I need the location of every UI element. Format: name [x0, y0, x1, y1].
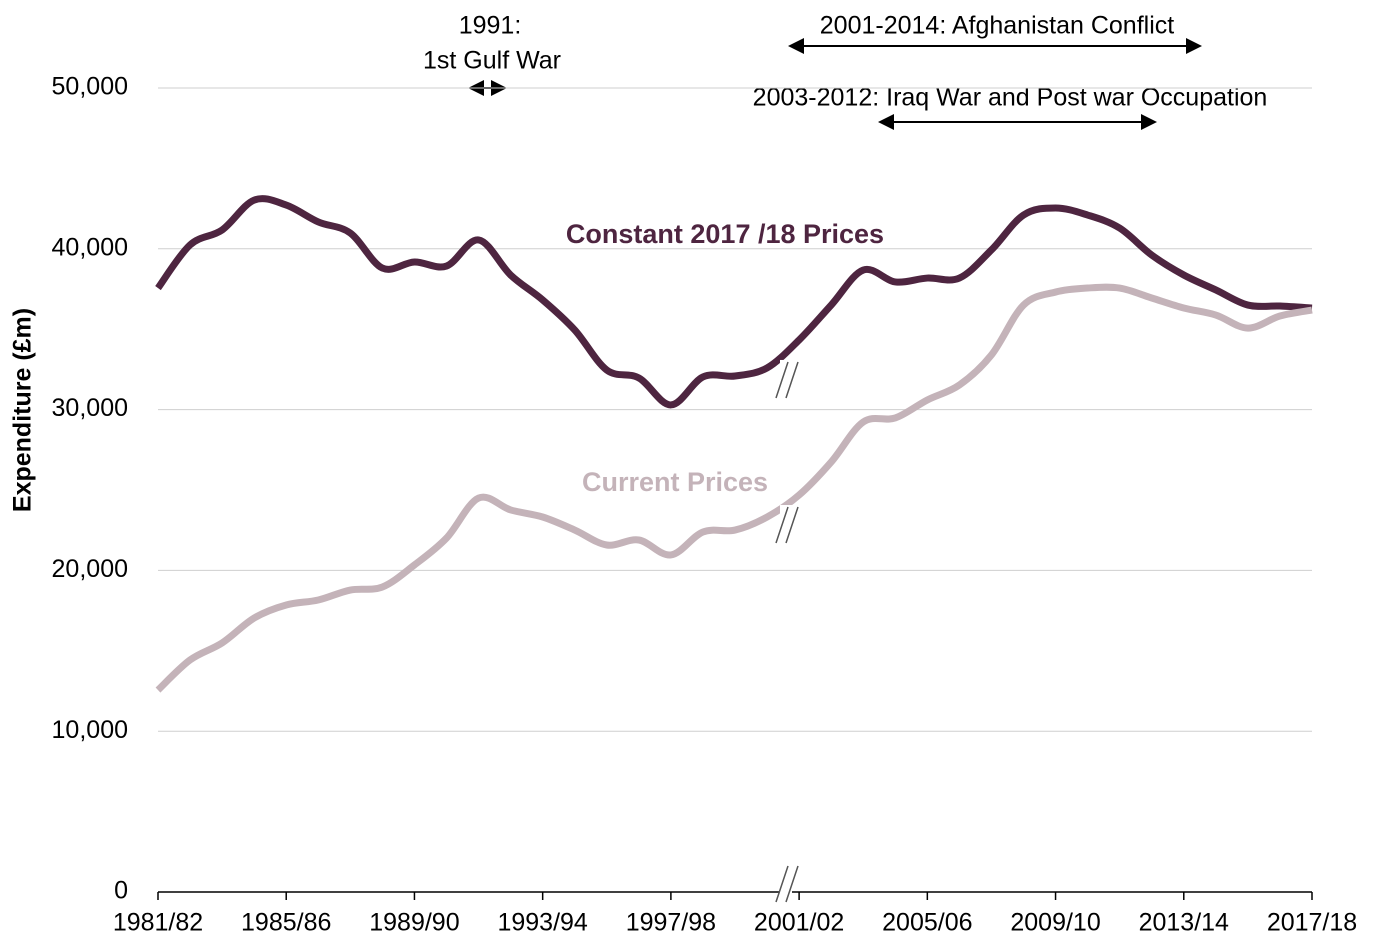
y-tick-label: 30,000 [52, 394, 128, 422]
axis-break [785, 865, 799, 903]
y-tick-label: 0 [114, 877, 128, 905]
axis-break [785, 506, 799, 544]
plot-area: 0 10,000 20,000 30,000 40,000 50,000 1981/82 19… [52, 73, 1358, 937]
series-line [155, 283, 1313, 693]
y-axis-label: Expenditure (£m) [9, 308, 37, 512]
series-line [155, 195, 1313, 409]
x-tick-label: 2017/18 [1267, 909, 1357, 937]
x-tick-label: 1981/82 [113, 909, 203, 937]
axis-break [785, 361, 799, 399]
axis-break [775, 506, 789, 544]
series-label: Current Prices [582, 467, 768, 497]
x-tick-label: 1997/98 [626, 909, 716, 937]
x-tick-label: 2009/10 [1010, 909, 1100, 937]
y-tick-label: 40,000 [52, 233, 128, 261]
series-label: Constant 2017 /18 Prices [566, 219, 884, 249]
x-tick-label: 2005/06 [882, 909, 972, 937]
overlay: Constant 2017 /18 Prices Current Prices [566, 219, 884, 904]
x-tick-label: 1989/90 [369, 909, 459, 937]
axis-break [775, 361, 789, 399]
x-tick-label: 1993/94 [497, 909, 587, 937]
y-tick-label: 50,000 [52, 73, 128, 101]
x-tick-label: 2001/02 [754, 909, 844, 937]
axis-break [775, 865, 789, 903]
annotation: 1991: [459, 12, 522, 40]
x-tick-label: 1985/86 [241, 909, 331, 937]
annotation: 1st Gulf War [423, 47, 561, 75]
y-tick-label: 20,000 [52, 555, 128, 583]
annotation: 2001-2014: Afghanistan Conflict [820, 12, 1174, 40]
y-tick-label: 10,000 [52, 716, 128, 744]
x-tick-label: 2013/14 [1139, 909, 1229, 937]
